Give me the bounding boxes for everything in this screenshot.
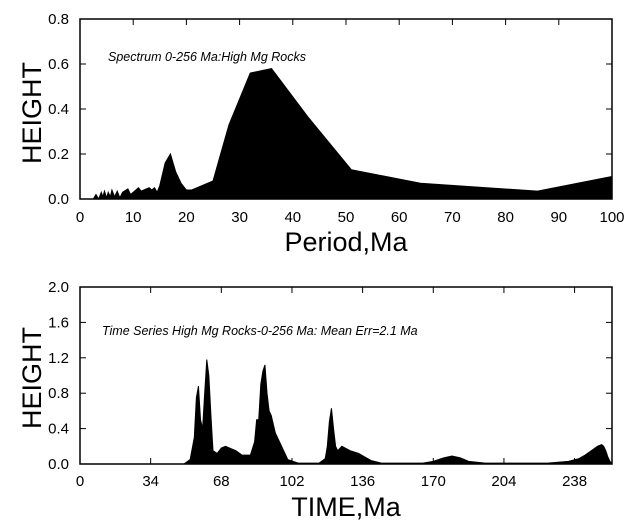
timeseries-y-tick-label: 1.2 [48,350,69,367]
spectrum-x-tick-label: 100 [599,209,624,226]
spectrum-y-axis-title: HEIGHT [17,62,47,164]
timeseries-x-tick-label: 102 [279,473,304,490]
spectrum-x-tick-label: 40 [284,209,301,226]
spectrum-x-tick-label: 50 [338,209,355,226]
timeseries-plot-frame [79,286,613,465]
spectrum-x-tick-label: 20 [178,209,195,226]
spectrum-annotation: Spectrum 0-256 Ma:High Mg Rocks [108,50,306,64]
timeseries-x-tick-label: 170 [421,473,446,490]
timeseries-annotation: Time Series High Mg Rocks-0-256 Ma: Mean… [102,324,418,338]
spectrum-y-tick-label: 0.8 [48,11,69,28]
timeseries-y-tick-label: 2.0 [48,279,69,296]
timeseries-x-axis-title: TIME,Ma [291,492,401,522]
spectrum-y-tick-label: 0.4 [48,101,69,118]
spectrum-x-axis-title: Period,Ma [284,227,408,257]
timeseries-y-tick-label: 0.8 [48,385,69,402]
spectrum-y-tick-label: 0.0 [48,191,69,208]
timeseries-x-tick-label: 136 [350,473,375,490]
spectrum-x-tick-label: 30 [231,209,248,226]
spectrum-x-tick-label: 90 [550,209,567,226]
timeseries-chart: 0 34 68 102 136 170 204 238 0.0 0.4 0.8 1.2 1.6 2.0 T… [17,279,613,522]
spectrum-chart: 0 10 20 30 40 50 60 70 80 90 100 0.0 0.2 0.4 0.6 0.8 Sp… [17,11,625,257]
timeseries-y-tick-label: 1.6 [48,314,69,331]
spectrum-x-tick-label: 80 [497,209,514,226]
timeseries-y-tick-label: 0.4 [48,421,69,438]
timeseries-x-tick-label: 68 [213,473,230,490]
spectrum-y-tick-label: 0.6 [48,56,69,73]
spectrum-ticks: 0 10 20 30 40 50 60 70 80 90 100 0.0 0.2 0.4 0.6 0.8 [48,11,624,226]
timeseries-area [80,359,613,465]
spectrum-area [80,67,613,201]
spectrum-x-tick-label: 0 [76,209,84,226]
timeseries-x-tick-label: 0 [76,473,84,490]
timeseries-ticks: 0 34 68 102 136 170 204 238 0.0 0.4 0.8 1.2 1.6 2.0 [48,279,612,490]
spectrum-y-tick-label: 0.2 [48,146,69,163]
timeseries-x-tick-label: 204 [491,473,516,490]
timeseries-x-tick-label: 34 [142,473,159,490]
spectrum-x-tick-label: 70 [444,209,461,226]
timeseries-y-tick-label: 0.0 [48,456,69,473]
timeseries-y-axis-title: HEIGHT [17,327,47,429]
spectrum-x-tick-label: 10 [125,209,142,226]
timeseries-x-tick-label: 238 [562,473,587,490]
spectrum-x-tick-label: 60 [391,209,408,226]
